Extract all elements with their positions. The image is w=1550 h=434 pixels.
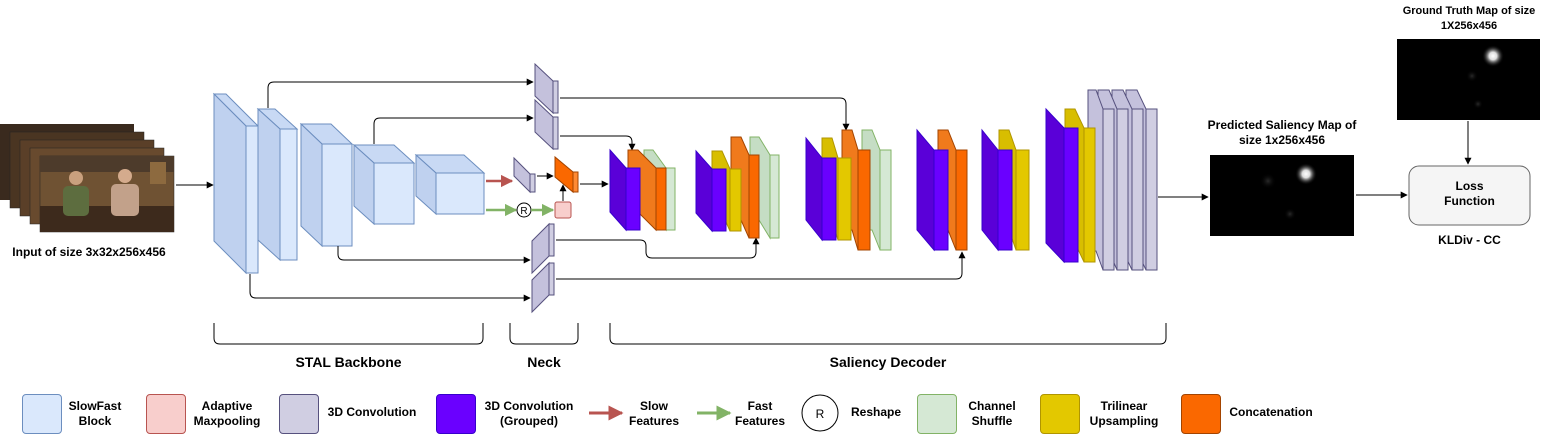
legend-concat-swatch xyxy=(1181,394,1221,434)
legend-shuffle-swatch xyxy=(917,394,957,434)
legend-adaptive-swatch xyxy=(146,394,186,434)
legend-graphics: R xyxy=(589,394,839,432)
neck-conv-bottom-2 xyxy=(531,261,555,314)
decoder-stage-5 xyxy=(981,128,1030,252)
svg-text:R: R xyxy=(520,206,527,217)
legend-shuffle-line2: Shuffle xyxy=(971,414,1013,428)
legend-reshape-circle xyxy=(801,394,839,432)
input-frame-front xyxy=(39,155,175,233)
legend-slowfast-line2: Block xyxy=(78,414,112,428)
backbone-skip-connections xyxy=(249,78,534,302)
legend-conv3d-grouped-swatch xyxy=(436,394,476,434)
legend-conv3d-label: 3D Convolution xyxy=(322,405,422,420)
legend-trilinear-line1: Trilinear xyxy=(1100,399,1148,413)
legend-trilinear-swatch xyxy=(1040,394,1080,434)
predicted-map-title-line2: size 1x256x456 xyxy=(1238,133,1326,147)
neck-concat xyxy=(554,155,579,194)
legend-reshape-line1: Reshape xyxy=(850,405,902,419)
predicted-saliency-map xyxy=(1210,155,1354,236)
neck-conv-slow xyxy=(513,156,536,194)
ground-truth-title: Ground Truth Map of size 1X256x456 xyxy=(1390,4,1548,34)
neck-conv-top-1 xyxy=(534,62,559,115)
legend-trilinear-label: Trilinear Upsampling xyxy=(1084,399,1164,429)
legend-concat-line1: Concatenation xyxy=(1229,405,1313,419)
legend-trilinear-line2: Upsampling xyxy=(1089,414,1159,428)
legend-concat-label: Concatenation xyxy=(1224,405,1318,420)
loss-line1: Loss xyxy=(1455,179,1484,193)
ground-truth-map xyxy=(1397,39,1540,120)
legend-slowfast-line1: SlowFast xyxy=(68,399,122,413)
legend-conv3d-swatch xyxy=(279,394,319,434)
legend-conv3d-line1: 3D Convolution xyxy=(327,405,417,419)
backbone-block-5 xyxy=(414,153,486,216)
backbone-block-1 xyxy=(212,92,260,275)
input-label: Input of size 3x32x256x456 xyxy=(12,245,166,259)
legend-shuffle-line1: Channel xyxy=(968,399,1016,413)
section-decoder-label: Saliency Decoder xyxy=(829,354,947,370)
legend-reshape-label: Reshape xyxy=(846,405,906,420)
predicted-map-title-line1: Predicted Saliency Map of xyxy=(1207,118,1357,132)
backbone-block-3 xyxy=(299,122,354,248)
loss-function-label: Loss Function xyxy=(1409,179,1530,209)
decoder-stage-6 xyxy=(1045,89,1158,271)
legend-fast-line2: Features xyxy=(734,414,786,428)
neck-conv-top-2 xyxy=(534,98,559,151)
section-backbone-label: STAL Backbone xyxy=(295,354,402,370)
neck-conv-bottom-1 xyxy=(531,222,555,275)
ground-truth-title-line1: Ground Truth Map of size xyxy=(1402,5,1536,17)
legend-reshape-symbol: R xyxy=(816,407,825,421)
neck-adaptive-pool xyxy=(554,201,572,219)
backbone-block-2 xyxy=(256,107,299,262)
legend-fast-line1: Fast xyxy=(747,399,773,413)
legend-slow-line2: Features xyxy=(628,414,680,428)
legend-slow-line1: Slow xyxy=(639,399,668,413)
neck-skip-connections xyxy=(556,97,966,280)
legend-shuffle-label: Channel Shuffle xyxy=(962,399,1022,429)
predicted-map-title: Predicted Saliency Map of size 1x256x456 xyxy=(1196,118,1368,148)
input-frames xyxy=(0,124,175,233)
legend-fast-label: Fast Features xyxy=(730,399,790,429)
legend-conv3d-grouped-line1: 3D Convolution xyxy=(484,399,574,413)
backbone-block-4 xyxy=(352,143,416,226)
legend-slowfast-swatch xyxy=(22,394,62,434)
decoder-stage-2 xyxy=(695,136,780,240)
reshape-node: R xyxy=(516,202,532,218)
legend-conv3d-grouped-line2: (Grouped) xyxy=(500,414,558,428)
decoder-stage-3 xyxy=(805,129,892,251)
loss-line2: Function xyxy=(1444,194,1495,208)
loss-metric-label: KLDiv - CC xyxy=(1438,233,1501,247)
legend-adaptive-line2: Maxpooling xyxy=(193,414,261,428)
legend-slow-label: Slow Features xyxy=(624,399,684,429)
ground-truth-title-line2: 1X256x456 xyxy=(1440,20,1498,32)
section-brackets xyxy=(213,323,1167,345)
legend-adaptive-label: Adaptive Maxpooling xyxy=(190,399,264,429)
decoder-stage-4 xyxy=(916,128,968,252)
loss-function-box xyxy=(1408,165,1531,226)
section-neck-label: Neck xyxy=(527,354,561,370)
legend-slowfast-label: SlowFast Block xyxy=(64,399,126,429)
legend-conv3d-grouped-label: 3D Convolution (Grouped) xyxy=(479,399,579,429)
decoder-stage-1 xyxy=(609,148,676,232)
legend-adaptive-line1: Adaptive xyxy=(201,399,253,413)
